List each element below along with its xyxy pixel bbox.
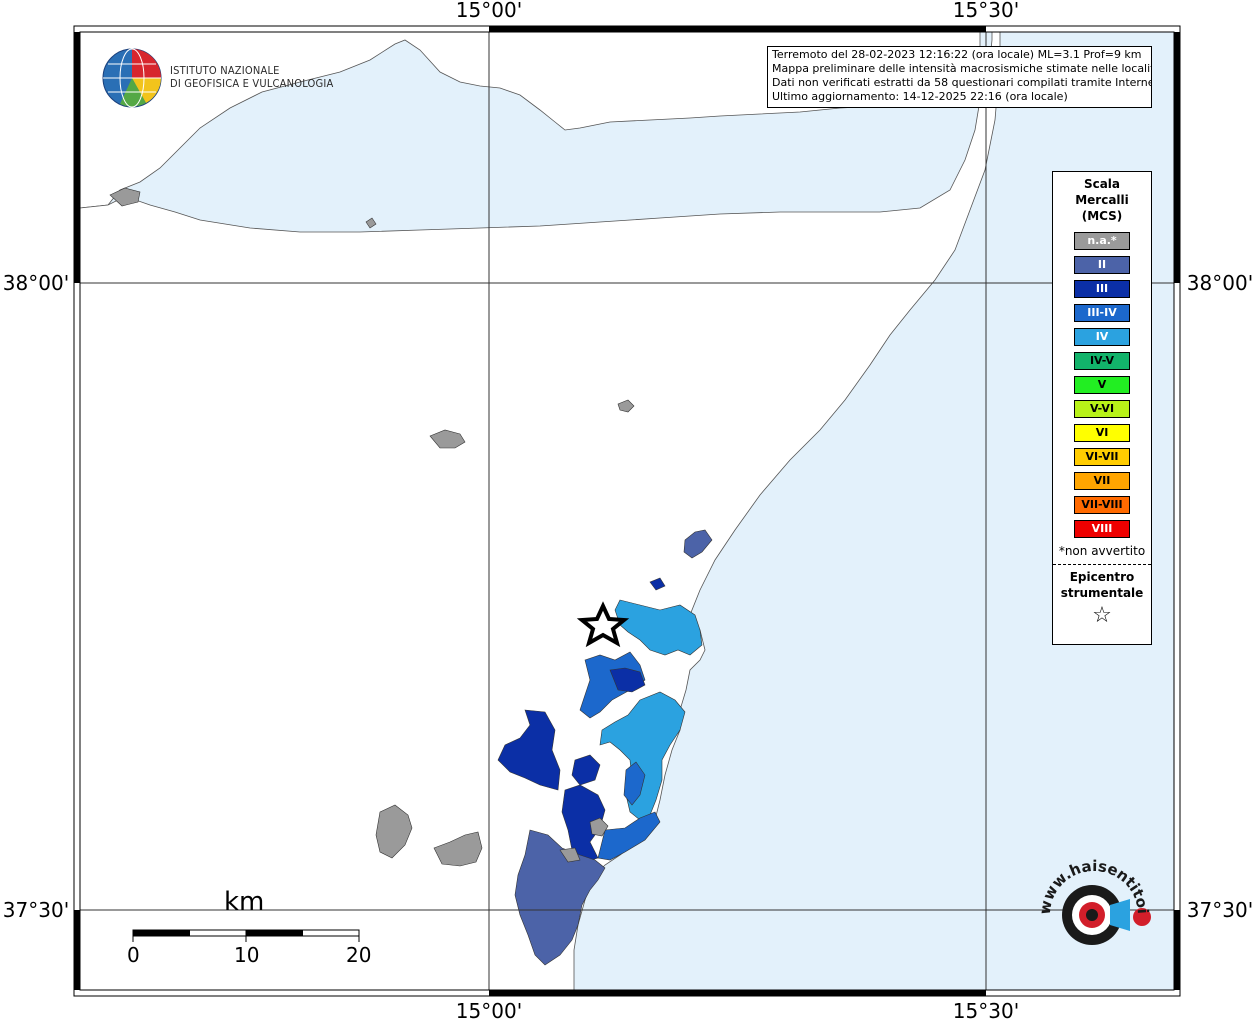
intensity-area-iii-iv-a: [579, 651, 646, 719]
event-info-line4: Ultimo aggiornamento: 14-12-2025 22:16 (…: [772, 90, 1068, 103]
legend-swatch: V: [1074, 376, 1130, 394]
frame-tick-right-bottom: [1174, 910, 1180, 990]
intensity-area-iii-iv-coast: [597, 811, 661, 861]
event-info-line3: Dati non verificati estratti da 58 quest…: [772, 76, 1152, 89]
lon-label-top-15-00: 15°00': [456, 0, 522, 22]
frame-tick-bottom: [489, 990, 986, 996]
legend-swatch: IV-V: [1074, 352, 1130, 370]
legend-title-line2: Mercalli: [1075, 193, 1129, 207]
intensity-area-iv-mid: [599, 691, 686, 821]
event-info-line2: Mappa preliminare delle intensità macros…: [772, 62, 1152, 75]
scale-unit: km: [224, 887, 265, 917]
intensity-area-iii-a: [609, 667, 646, 693]
ingv-globe-icon: [102, 48, 162, 108]
scale-label-10: 10: [234, 943, 260, 967]
intensity-area-na-a: [559, 847, 581, 863]
legend-swatch: n.a.*: [1074, 232, 1130, 250]
ingv-name-line2: DI GEOFISICA E VULCANOLOGIA: [170, 77, 334, 90]
lon-label-top-15-30: 15°30': [953, 0, 1019, 22]
intensity-area-iii-west: [497, 709, 561, 791]
legend-swatch: II: [1074, 256, 1130, 274]
hsit-logo: www.haisentitoilterremoto.it: [1022, 841, 1160, 970]
legend-epicenter-label: Epicentro strumentale: [1053, 569, 1151, 601]
lat-label-right-38-00: 38°00': [1187, 271, 1253, 295]
intensity-area-na-e: [617, 399, 635, 413]
lat-label-left-37-30: 37°30': [3, 898, 69, 922]
scale-bar-segment-2: [246, 930, 303, 936]
calabria-land: [79, 31, 981, 209]
intensity-area-iv-north: [614, 599, 703, 656]
legend-title-line3: (MCS): [1081, 209, 1123, 223]
legend-epicenter-line1: Epicentro: [1069, 570, 1135, 584]
intensity-legend: Scala Mercalli (MCS) n.a.* II III III-IV IV I…: [1052, 171, 1152, 645]
intensity-area-na-center: [589, 817, 609, 837]
legend-swatches: n.a.* II III III-IV IV IV-V V V-VI VI VI-VII VII VI…: [1053, 232, 1151, 538]
ingv-logo: [100, 46, 320, 112]
intensity-area-iii-south: [561, 784, 606, 863]
intensity-area-ii-catania: [514, 829, 606, 966]
intensity-area-iii-iv-b: [623, 761, 646, 806]
graticule: [80, 32, 1174, 990]
frame-tick-left-top: [74, 32, 80, 283]
intensity-area-iii-center: [571, 754, 601, 786]
legend-swatch: VI-VII: [1074, 448, 1130, 466]
intensity-area-na-b: [375, 804, 413, 859]
scale-label-0: 0: [127, 943, 140, 967]
frame-tick-right-top: [1174, 32, 1180, 283]
lat-label-left-38-00: 38°00': [3, 271, 69, 295]
ingv-name: ISTITUTO NAZIONALE DI GEOFISICA E VULCAN…: [170, 64, 333, 90]
frame-tick-left-bottom: [74, 910, 80, 990]
legend-separator: [1053, 564, 1151, 565]
frame-ticks: [74, 26, 1180, 996]
hsit-logo-icon: www.haisentitoilterremoto.it: [1022, 841, 1152, 945]
legend-swatch: IV: [1074, 328, 1130, 346]
legend-swatch: VII-VIII: [1074, 496, 1130, 514]
legend-swatch: III-IV: [1074, 304, 1130, 322]
legend-title: Scala Mercalli (MCS): [1053, 176, 1151, 224]
scale-bar-segment-1: [133, 930, 190, 936]
legend-title-line1: Scala: [1083, 177, 1121, 191]
legend-swatch: VIII: [1074, 520, 1130, 538]
event-info-box: Terremoto del 28-02-2023 12:16:22 (ora l…: [767, 46, 1152, 108]
legend-swatch: V-VI: [1074, 400, 1130, 418]
event-info-line1: Terremoto del 28-02-2023 12:16:22 (ora l…: [772, 48, 1142, 61]
scale-label-20: 20: [346, 943, 372, 967]
lon-label-bottom-15-30: 15°30': [953, 999, 1019, 1023]
legend-epicenter-line2: strumentale: [1060, 586, 1144, 600]
intensity-area-na-c: [433, 831, 483, 867]
legend-swatch: III: [1074, 280, 1130, 298]
legend-swatch: VI: [1074, 424, 1130, 442]
legend-note: *non avvertito: [1058, 544, 1146, 558]
ingv-name-line1: ISTITUTO NAZIONALE: [170, 64, 280, 77]
lon-label-bottom-15-00: 15°00': [456, 999, 522, 1023]
intensity-area-na-g: [365, 217, 377, 229]
intensity-area-iii-b: [649, 577, 666, 591]
legend-star-icon: ☆: [1092, 603, 1112, 628]
intensity-area-ii-north: [683, 529, 713, 559]
intensity-area-na-f: [109, 187, 141, 207]
lat-label-right-37-30: 37°30': [1187, 898, 1253, 922]
epicenter-star-icon: [576, 601, 630, 648]
legend-swatch: VII: [1074, 472, 1130, 490]
scale-bar: [132, 929, 360, 942]
frame-tick-top: [489, 26, 986, 32]
intensity-area-na-d: [429, 429, 466, 449]
